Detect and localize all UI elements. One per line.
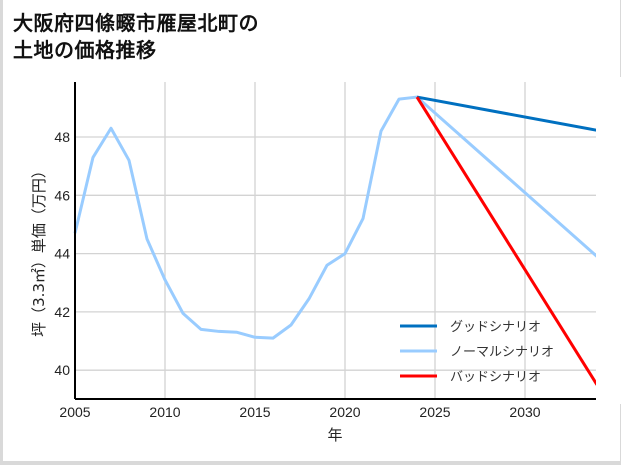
x-tick-label: 2020: [329, 404, 360, 420]
x-tick-label: 2030: [509, 404, 540, 420]
tick-labels: 2005 2010 2015 2020 2025 2030 40 42 44 46 48: [54, 129, 540, 420]
series-line: [416, 95, 598, 132]
y-tick-label: 42: [54, 304, 70, 320]
axes: [74, 82, 596, 400]
y-tick-label: 40: [54, 362, 70, 378]
series-line: [415, 96, 599, 386]
x-tick-label: 2015: [239, 404, 270, 420]
chart-title: 大阪府四條畷市雁屋北町の 土地の価格推移: [13, 11, 259, 62]
x-axis-label: 年: [327, 426, 342, 444]
y-tick-label: 46: [54, 187, 70, 203]
x-tick-label: 2025: [419, 404, 450, 420]
series-line: [73, 95, 598, 340]
grid-lines: [75, 82, 596, 399]
legend-label: グッドシナリオ: [450, 320, 541, 335]
y-tick-label: 48: [54, 129, 70, 145]
y-tick-label: 44: [54, 246, 70, 262]
legend-label: バッドシナリオ: [450, 370, 541, 385]
y-axis-label: 坪（3.3㎡）単価（万円）: [30, 163, 48, 337]
x-tick-label: 2005: [59, 404, 90, 420]
series-lines: [73, 77, 621, 415]
legend-label: ノーマルシナリオ: [450, 345, 554, 360]
x-tick-label: 2010: [149, 404, 180, 420]
